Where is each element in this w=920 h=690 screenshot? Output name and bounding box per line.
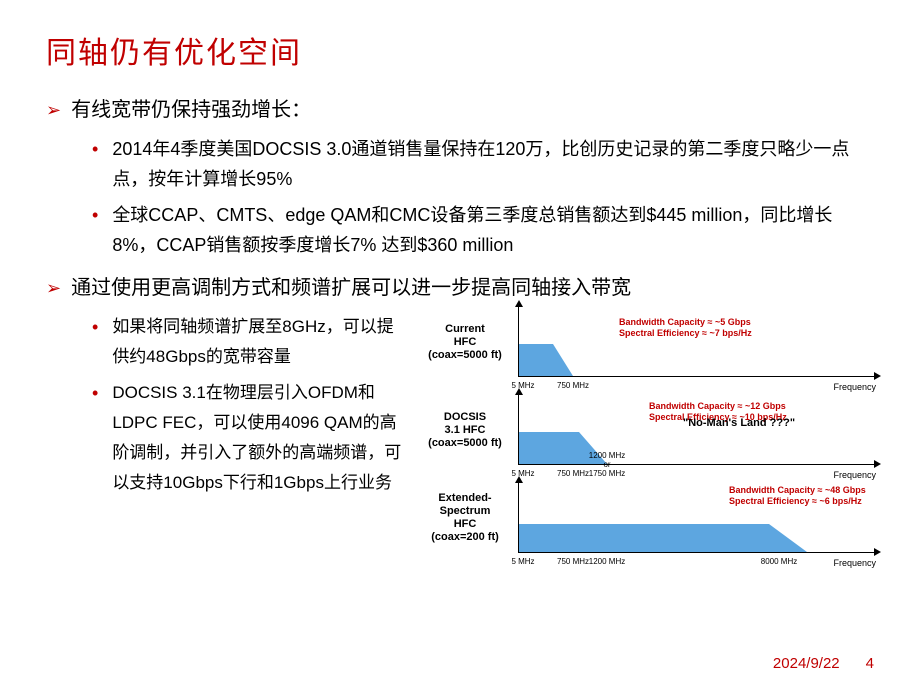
footer: 2024/9/22 4 (773, 655, 874, 672)
panel-label: DOCSIS3.1 HFC(coax=5000 ft) (412, 411, 518, 450)
sub-list: • 2014年4季度美国DOCSIS 3.0通道销售量保持在120万，比创历史记… (92, 134, 874, 260)
axis-label: Frequency (833, 558, 876, 568)
diagram-panel: CurrentHFC(coax=5000 ft)Frequency5 MHz75… (412, 298, 874, 386)
dot-icon: • (92, 312, 98, 342)
dot-icon: • (92, 200, 98, 230)
spectrum-shape-icon (519, 424, 819, 464)
panel-label: CurrentHFC(coax=5000 ft) (412, 323, 518, 362)
slide: 同轴仍有优化空间 ➢ 有线宽带仍保持强劲增长： • 2014年4季度美国DOCS… (0, 0, 920, 690)
tick-label: 1200 MHz (589, 557, 625, 566)
sub-item: • 如果将同轴频谱扩展至8GHz，可以提供约48Gbps的宽带容量 (92, 312, 406, 372)
arrow-icon: ➢ (46, 96, 61, 124)
no-mans-land-label: "No-Man's Land ???" (683, 417, 795, 429)
capacity-annotation: Bandwidth Capacity ≈ ~48 GbpsSpectral Ef… (729, 485, 866, 507)
sub-text: 全球CCAP、CMTS、edge QAM和CMC设备第三季度总销售额达到$445… (112, 200, 874, 260)
sub-text: DOCSIS 3.1在物理层引入OFDM和LDPC FEC，可以使用4096 Q… (112, 378, 406, 498)
bullet-list: ➢ 有线宽带仍保持强劲增长： • 2014年4季度美国DOCSIS 3.0通道销… (46, 96, 874, 562)
panel-axes: Frequency5 MHz750 MHz1200 MHz8000 MHzBan… (518, 483, 874, 553)
spectrum-shape-icon (519, 336, 819, 376)
sub-text: 如果将同轴频谱扩展至8GHz，可以提供约48Gbps的宽带容量 (112, 312, 406, 372)
bullet-item: ➢ 有线宽带仍保持强劲增长： • 2014年4季度美国DOCSIS 3.0通道销… (46, 96, 874, 260)
spectrum-diagram: CurrentHFC(coax=5000 ft)Frequency5 MHz75… (412, 298, 874, 562)
sub-list: • 如果将同轴频谱扩展至8GHz，可以提供约48Gbps的宽带容量 • DOCS… (92, 312, 406, 498)
sub-item: • DOCSIS 3.1在物理层引入OFDM和LDPC FEC，可以使用4096… (92, 378, 406, 498)
panel-axes: Frequency5 MHz750 MHzBandwidth Capacity … (518, 307, 874, 377)
tick-label: 5 MHz (511, 557, 534, 566)
tick-label: 750 MHz (557, 557, 589, 566)
panel-axes: Frequency5 MHz750 MHz1200 MHzor1750 MHzB… (518, 395, 874, 465)
bullet-text: 有线宽带仍保持强劲增长： (71, 96, 311, 124)
panel-label: Extended-SpectrumHFC(coax=200 ft) (412, 492, 518, 544)
sub-item: • 全球CCAP、CMTS、edge QAM和CMC设备第三季度总销售额达到$4… (92, 200, 874, 260)
sub-item: • 2014年4季度美国DOCSIS 3.0通道销售量保持在120万，比创历史记… (92, 134, 874, 194)
arrow-icon: ➢ (46, 274, 61, 302)
footer-date: 2024/9/22 (773, 655, 840, 672)
capacity-annotation: Bandwidth Capacity ≈ ~5 GbpsSpectral Eff… (619, 317, 752, 339)
sub-text: 2014年4季度美国DOCSIS 3.0通道销售量保持在120万，比创历史记录的… (112, 134, 874, 194)
diagram-panel: DOCSIS3.1 HFC(coax=5000 ft)Frequency5 MH… (412, 386, 874, 474)
tick-label: 8000 MHz (761, 557, 797, 566)
dot-icon: • (92, 378, 98, 408)
diagram-panel: Extended-SpectrumHFC(coax=200 ft)Frequen… (412, 474, 874, 562)
footer-page-number: 4 (866, 655, 874, 672)
bullet-item: ➢ 通过使用更高调制方式和频谱扩展可以进一步提高同轴接入带宽 • 如果将同轴频谱… (46, 274, 874, 562)
spectrum-shape-icon (519, 512, 819, 552)
slide-title: 同轴仍有优化空间 (46, 28, 874, 72)
dot-icon: • (92, 134, 98, 164)
